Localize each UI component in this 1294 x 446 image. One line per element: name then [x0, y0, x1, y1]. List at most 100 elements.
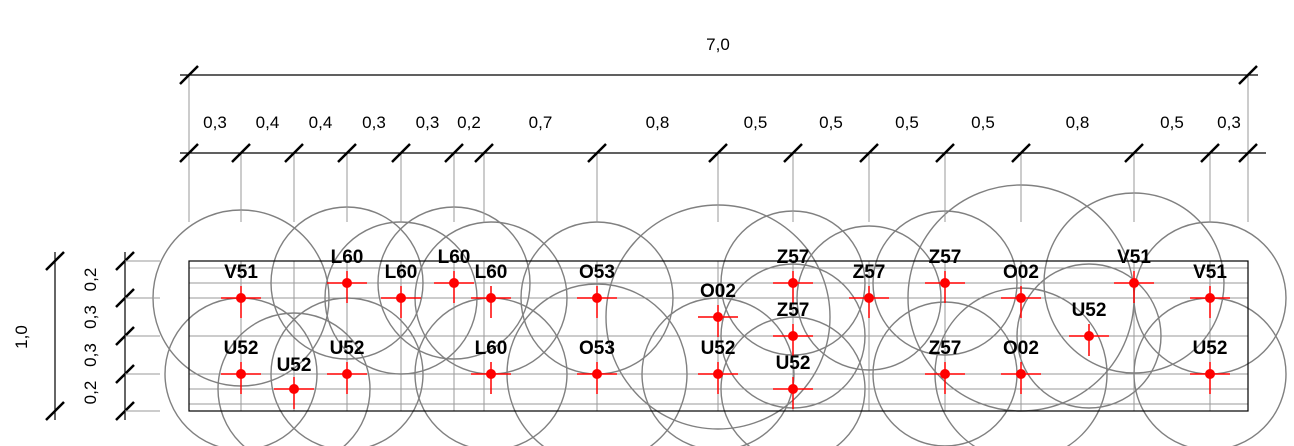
fixture-label: U52	[330, 338, 365, 359]
fixture-marker	[788, 331, 798, 341]
dimension-tick	[231, 143, 251, 163]
fixture-marker	[1205, 293, 1215, 303]
fixture-point: U52	[1190, 338, 1230, 394]
fixture-label: U52	[277, 355, 312, 376]
dimension-tick	[179, 143, 199, 163]
dimension-tick	[783, 143, 803, 163]
fixture-marker	[592, 293, 602, 303]
fixture-point: L60	[327, 247, 367, 303]
fixture-label: L60	[475, 338, 508, 359]
dimension-tick	[1238, 65, 1258, 85]
fixture-point: L60	[434, 247, 474, 303]
dimension-tick	[474, 143, 494, 163]
segment-height-label: 0,2	[81, 381, 100, 405]
segment-width-label: 0,3	[1217, 113, 1241, 132]
plan-outline	[188, 260, 1249, 412]
fixture-label: U52	[1072, 300, 1107, 321]
fixture-marker	[342, 369, 352, 379]
fixture-marker	[289, 384, 299, 394]
fixture-marker	[940, 369, 950, 379]
fixture-marker	[788, 384, 798, 394]
fixture-label: U52	[701, 338, 736, 359]
segment-width-label: 0,5	[971, 113, 995, 132]
fixture-marker	[713, 369, 723, 379]
segment-width-label: 0,4	[256, 113, 280, 132]
fixture-label: O02	[700, 281, 736, 302]
fixture-marker	[592, 369, 602, 379]
fixture-point: Z57	[925, 338, 965, 394]
dimension-tick	[1200, 143, 1220, 163]
segment-width-label: 0,8	[646, 113, 670, 132]
coverage-circle	[1016, 263, 1162, 409]
segment-width-label: 0,3	[416, 113, 440, 132]
fixture-marker	[449, 278, 459, 288]
coverage-circle	[796, 225, 942, 371]
fixture-point: U52	[698, 338, 738, 394]
fixture-marker	[1016, 293, 1026, 303]
dimension-tick	[45, 251, 65, 271]
fixture-point: L60	[381, 262, 421, 318]
coverage-circle	[641, 297, 795, 446]
coverage-circle	[720, 316, 866, 446]
dimension-tick	[444, 143, 464, 163]
fixture-point: O02	[698, 281, 738, 337]
fixture-label: L60	[331, 247, 364, 268]
segment-width-label: 0,5	[744, 113, 768, 132]
dimension-tick	[284, 143, 304, 163]
fixture-point: Z57	[773, 300, 813, 356]
dimension-tick	[1011, 143, 1031, 163]
segment-width-label: 0,5	[819, 113, 843, 132]
fixture-marker	[1129, 278, 1139, 288]
dimension-tick	[179, 65, 199, 85]
fixture-marker	[1205, 369, 1215, 379]
dimension-tick	[859, 143, 879, 163]
segment-height-label: 0,2	[81, 268, 100, 292]
fixture-point: O53	[577, 338, 617, 394]
fixture-marker	[788, 278, 798, 288]
dimension-tick	[337, 143, 357, 163]
fixture-marker	[1084, 331, 1094, 341]
fixture-label: V51	[224, 262, 258, 283]
dimension-tick	[45, 401, 65, 421]
fixture-label: O02	[1003, 338, 1039, 359]
overall-width-label: 7,0	[706, 35, 730, 54]
fixture-point: Z57	[773, 247, 813, 303]
fixture-point: Z57	[925, 247, 965, 303]
fixture-marker	[342, 278, 352, 288]
segment-width-label: 0,4	[309, 113, 333, 132]
fixture-marker	[236, 293, 246, 303]
dimension-tick	[935, 143, 955, 163]
fixture-label: Z57	[929, 247, 962, 268]
segment-width-label: 0,2	[457, 113, 481, 132]
fixture-point: V51	[1114, 247, 1154, 303]
fixture-marker	[864, 293, 874, 303]
segment-width-label: 0,3	[362, 113, 386, 132]
fixture-point: U52	[221, 338, 261, 394]
dimension-tick	[391, 143, 411, 163]
dimension-lines	[45, 65, 1266, 421]
segment-width-label: 0,3	[203, 113, 227, 132]
segment-width-label: 0,7	[529, 113, 553, 132]
segment-width-label: 0,5	[1160, 113, 1184, 132]
fixture-label: V51	[1193, 262, 1227, 283]
fixture-point: O02	[1001, 338, 1041, 394]
fixture-point: U52	[773, 353, 813, 409]
fixture-marker	[396, 293, 406, 303]
dimension-labels: 7,0 1,0 0,3 0,4 0,4 0,3 0,3 0,2 0,7 0,8 0,5 0,5 0,…	[12, 35, 1241, 404]
fixture-label: Z57	[777, 300, 810, 321]
fixture-label: Z57	[853, 262, 886, 283]
segment-width-label: 0,5	[895, 113, 919, 132]
fixture-marker	[236, 369, 246, 379]
dimension-tick	[708, 143, 728, 163]
fixture-point: V51	[1190, 262, 1230, 318]
fixture-point: O02	[1001, 262, 1041, 318]
fixture-label: O53	[579, 338, 615, 359]
segment-width-label: 0,8	[1066, 113, 1090, 132]
segment-height-label: 0,3	[81, 305, 100, 329]
fixture-label: Z57	[929, 338, 962, 359]
fixture-point: U52	[327, 338, 367, 394]
fixture-label: U52	[224, 338, 259, 359]
fixture-points: V51U52U52L60U52L60L60L60L60O53O53O02U52Z…	[221, 247, 1230, 409]
fixture-point: L60	[471, 262, 511, 318]
fixture-marker	[486, 369, 496, 379]
